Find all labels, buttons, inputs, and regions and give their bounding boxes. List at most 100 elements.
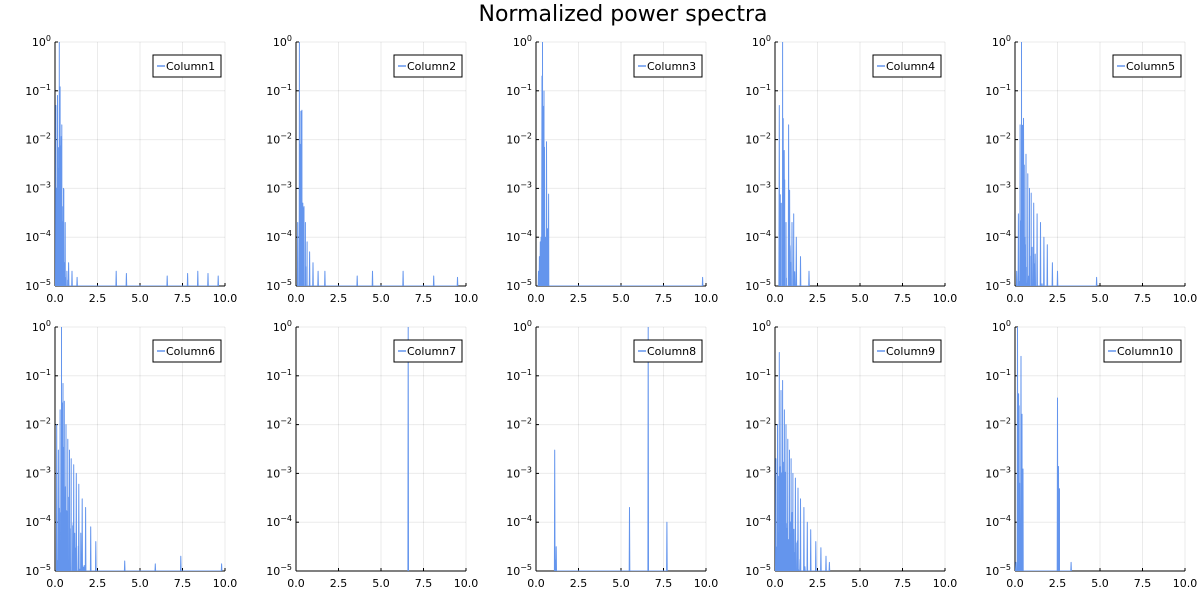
legend-box	[152, 54, 222, 78]
y-tick-label: 10−1	[506, 368, 532, 383]
legend: Column10	[1103, 339, 1182, 363]
legend-box	[152, 339, 222, 363]
y-tick-label: 10−5	[25, 278, 51, 293]
y-tick-label: 10−4	[985, 229, 1011, 244]
subplot-5: 0.0 2.5 5.0 7.5 10.0 10−5 10−4 10−3 10−2 10−1 100 C…	[985, 34, 1197, 305]
x-tick-label: 0.0	[287, 577, 305, 590]
x-tick-label: 5.0	[851, 292, 869, 305]
x-tick-label: 5.0	[1091, 577, 1109, 590]
y-tick-label: 10−1	[506, 83, 532, 98]
figure-title: Normalized power spectra	[479, 2, 768, 27]
y-tick-label: 10−1	[266, 83, 292, 98]
legend-label: Column2	[407, 60, 456, 73]
x-tick-label: 5.0	[372, 292, 390, 305]
x-tick-label: 7.5	[174, 577, 192, 590]
x-tick-label: 7.5	[1134, 577, 1152, 590]
x-tick-label: 0.0	[46, 292, 64, 305]
y-tick-label: 100	[513, 34, 532, 49]
series-line	[1015, 327, 1072, 571]
legend: Column2	[393, 54, 463, 78]
y-tick-label: 10−1	[25, 83, 51, 98]
x-tick-label: 0.0	[1006, 577, 1024, 590]
x-tick-label: 7.5	[174, 292, 192, 305]
x-tick-label: 5.0	[131, 292, 149, 305]
y-tick-label: 10−4	[985, 514, 1011, 529]
y-tick-label: 10−2	[25, 417, 51, 432]
y-tick-label: 10−3	[25, 465, 51, 480]
x-tick-label: 5.0	[851, 577, 869, 590]
subplot-6: 0.0 2.5 5.0 7.5 10.0 10−5 10−4 10−3 10−2 10−1 100 C…	[25, 319, 237, 590]
x-tick-label: 5.0	[131, 577, 149, 590]
y-tick-label: 10−4	[266, 229, 292, 244]
y-tick-label: 10−3	[266, 180, 292, 195]
y-tick-label: 10−2	[745, 132, 771, 147]
legend-box	[393, 54, 463, 78]
y-tick-label: 10−3	[506, 180, 532, 195]
x-tick-label: 10.0	[454, 577, 479, 590]
x-tick-label: 2.5	[330, 577, 348, 590]
x-tick-label: 0.0	[1006, 292, 1024, 305]
legend-label: Column4	[886, 60, 935, 73]
legend-box	[872, 54, 942, 78]
legend: Column3	[633, 54, 703, 78]
subplot-grid: 0.0 2.5 5.0 7.5 10.0 10−5 10−4 10−3 10−2 10−1 100 C…	[25, 34, 1197, 590]
x-tick-label: 5.0	[612, 577, 630, 590]
x-tick-label: 7.5	[1134, 292, 1152, 305]
x-tick-label: 0.0	[766, 577, 784, 590]
y-tick-label: 100	[273, 34, 292, 49]
legend-label: Column3	[647, 60, 696, 73]
y-tick-label: 10−5	[985, 563, 1011, 578]
x-tick-label: 10.0	[694, 292, 719, 305]
y-tick-label: 10−3	[506, 465, 532, 480]
y-tick-label: 10−2	[506, 417, 532, 432]
y-tick-label: 10−3	[985, 465, 1011, 480]
y-tick-label: 10−5	[506, 563, 532, 578]
x-tick-label: 2.5	[89, 577, 107, 590]
series-line	[55, 327, 223, 571]
subplot-9: 0.0 2.5 5.0 7.5 10.0 10−5 10−4 10−3 10−2 10−1 100 C…	[745, 319, 957, 590]
legend-label: Column5	[1126, 60, 1175, 73]
x-tick-label: 2.5	[570, 292, 588, 305]
y-tick-label: 10−1	[985, 83, 1011, 98]
legend-label: Column7	[407, 345, 456, 358]
legend-box	[872, 339, 942, 363]
x-tick-label: 10.0	[933, 577, 958, 590]
legend: Column7	[393, 339, 463, 363]
series-line	[407, 327, 409, 571]
y-tick-label: 10−2	[266, 417, 292, 432]
y-tick-label: 10−5	[266, 278, 292, 293]
x-tick-label: 2.5	[330, 292, 348, 305]
y-tick-label: 10−3	[25, 180, 51, 195]
x-tick-label: 7.5	[655, 577, 673, 590]
x-tick-label: 10.0	[213, 292, 238, 305]
legend: Column4	[872, 54, 942, 78]
y-tick-label: 10−2	[506, 132, 532, 147]
y-tick-label: 100	[32, 34, 51, 49]
y-tick-label: 100	[752, 319, 771, 334]
subplot-10: 0.0 2.5 5.0 7.5 10.0 10−5 10−4 10−3 10−2 10−1 100 C…	[985, 319, 1197, 590]
x-tick-label: 10.0	[213, 577, 238, 590]
y-tick-label: 10−4	[745, 229, 771, 244]
subplot-1: 0.0 2.5 5.0 7.5 10.0 10−5 10−4 10−3 10−2 10−1 100 C…	[25, 34, 237, 305]
y-tick-label: 10−2	[985, 417, 1011, 432]
legend: Column6	[152, 339, 222, 363]
y-tick-label: 10−4	[506, 229, 532, 244]
y-tick-label: 100	[273, 319, 292, 334]
y-tick-label: 100	[992, 34, 1011, 49]
y-tick-label: 10−5	[506, 278, 532, 293]
legend-label: Column9	[886, 345, 935, 358]
x-tick-label: 7.5	[894, 292, 912, 305]
legend-box	[393, 339, 463, 363]
y-tick-label: 10−2	[985, 132, 1011, 147]
x-tick-label: 7.5	[894, 577, 912, 590]
x-tick-label: 2.5	[809, 577, 827, 590]
y-tick-label: 10−1	[266, 368, 292, 383]
y-tick-label: 100	[752, 34, 771, 49]
legend-box	[633, 339, 703, 363]
legend-label: Column8	[647, 345, 696, 358]
subplot-8: 0.0 2.5 5.0 7.5 10.0 10−5 10−4 10−3 10−2 10−1 100 C…	[506, 319, 718, 590]
subplot-7: 0.0 2.5 5.0 7.5 10.0 10−5 10−4 10−3 10−2 10−1 100 C…	[266, 319, 478, 590]
x-tick-label: 0.0	[46, 577, 64, 590]
y-tick-label: 10−4	[25, 229, 51, 244]
y-tick-label: 10−3	[266, 465, 292, 480]
